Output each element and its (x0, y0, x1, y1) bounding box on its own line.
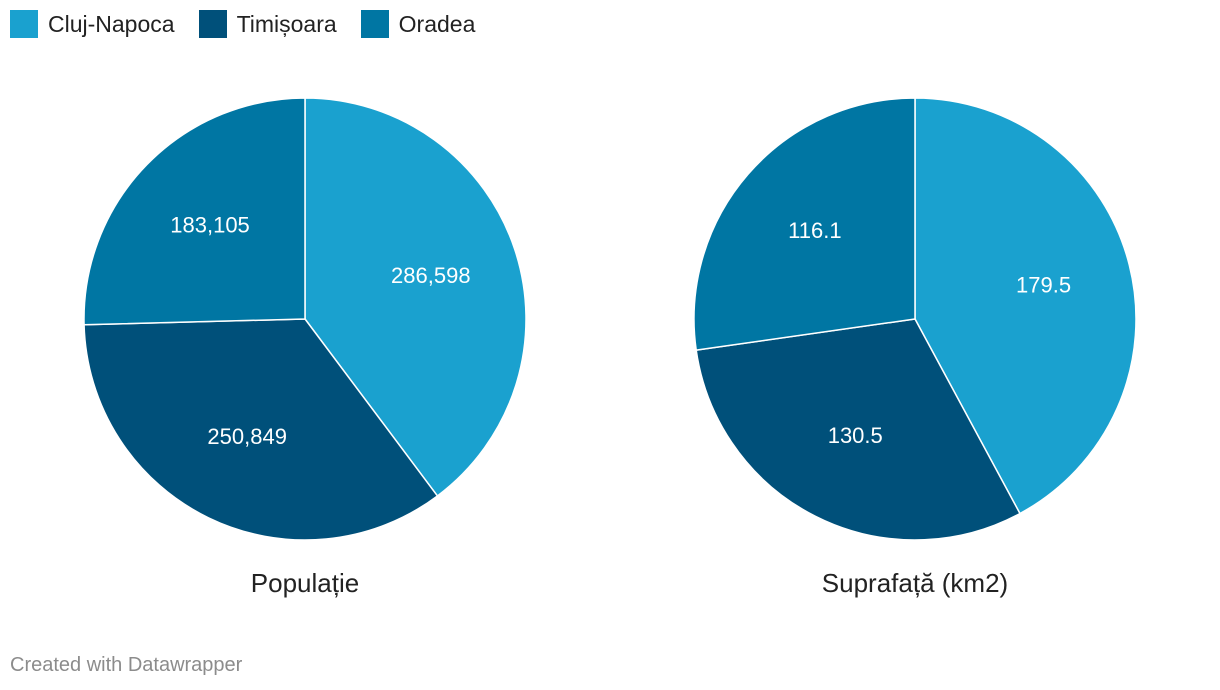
legend-swatch-timisoara (198, 10, 227, 38)
pie-slice-oradea[interactable] (693, 97, 916, 351)
pie-chart-suprafata-km2: 179.5 130.5 116.1 Suprafață (km2) (693, 97, 1137, 598)
legend-item-oradea: Oradea (360, 10, 476, 38)
data-label-oradea: 183,105 (170, 212, 250, 237)
pie-slice-cluj-napoca[interactable] (304, 97, 527, 497)
pie-slice-oradea[interactable] (83, 97, 306, 326)
legend: Cluj-Napoca Timișoara Oradea (10, 8, 499, 40)
legend-label-timisoara: Timișoara (236, 10, 337, 37)
pie-slice-timisoara[interactable] (83, 318, 439, 541)
pie-chart-populatie: 286,598 250,849 183,105 Populație (83, 97, 527, 598)
data-label-timisoara: 130.5 (828, 423, 883, 448)
pie-slice-cluj-napoca[interactable] (914, 97, 1137, 515)
data-label-oradea: 116.1 (788, 218, 841, 243)
data-label-cluj-napoca: 179.5 (1016, 272, 1071, 297)
data-label-cluj-napoca: 286,598 (391, 263, 471, 288)
data-label-timisoara: 250,849 (207, 424, 287, 449)
legend-swatch-oradea (360, 10, 389, 38)
legend-item-timisoara: Timișoara (198, 10, 337, 38)
legend-swatch-cluj-napoca (10, 10, 38, 38)
pie-slice-timisoara[interactable] (695, 318, 1021, 541)
footer-credit[interactable]: Created with Datawrapper (10, 654, 243, 676)
legend-label-oradea: Oradea (398, 10, 476, 37)
legend-label-cluj-napoca: Cluj-Napoca (48, 10, 175, 37)
legend-item-cluj-napoca: Cluj-Napoca (10, 10, 175, 38)
chart-title-populatie: Populație (251, 568, 359, 598)
chart-title-suprafata-km2: Suprafață (km2) (822, 568, 1008, 598)
